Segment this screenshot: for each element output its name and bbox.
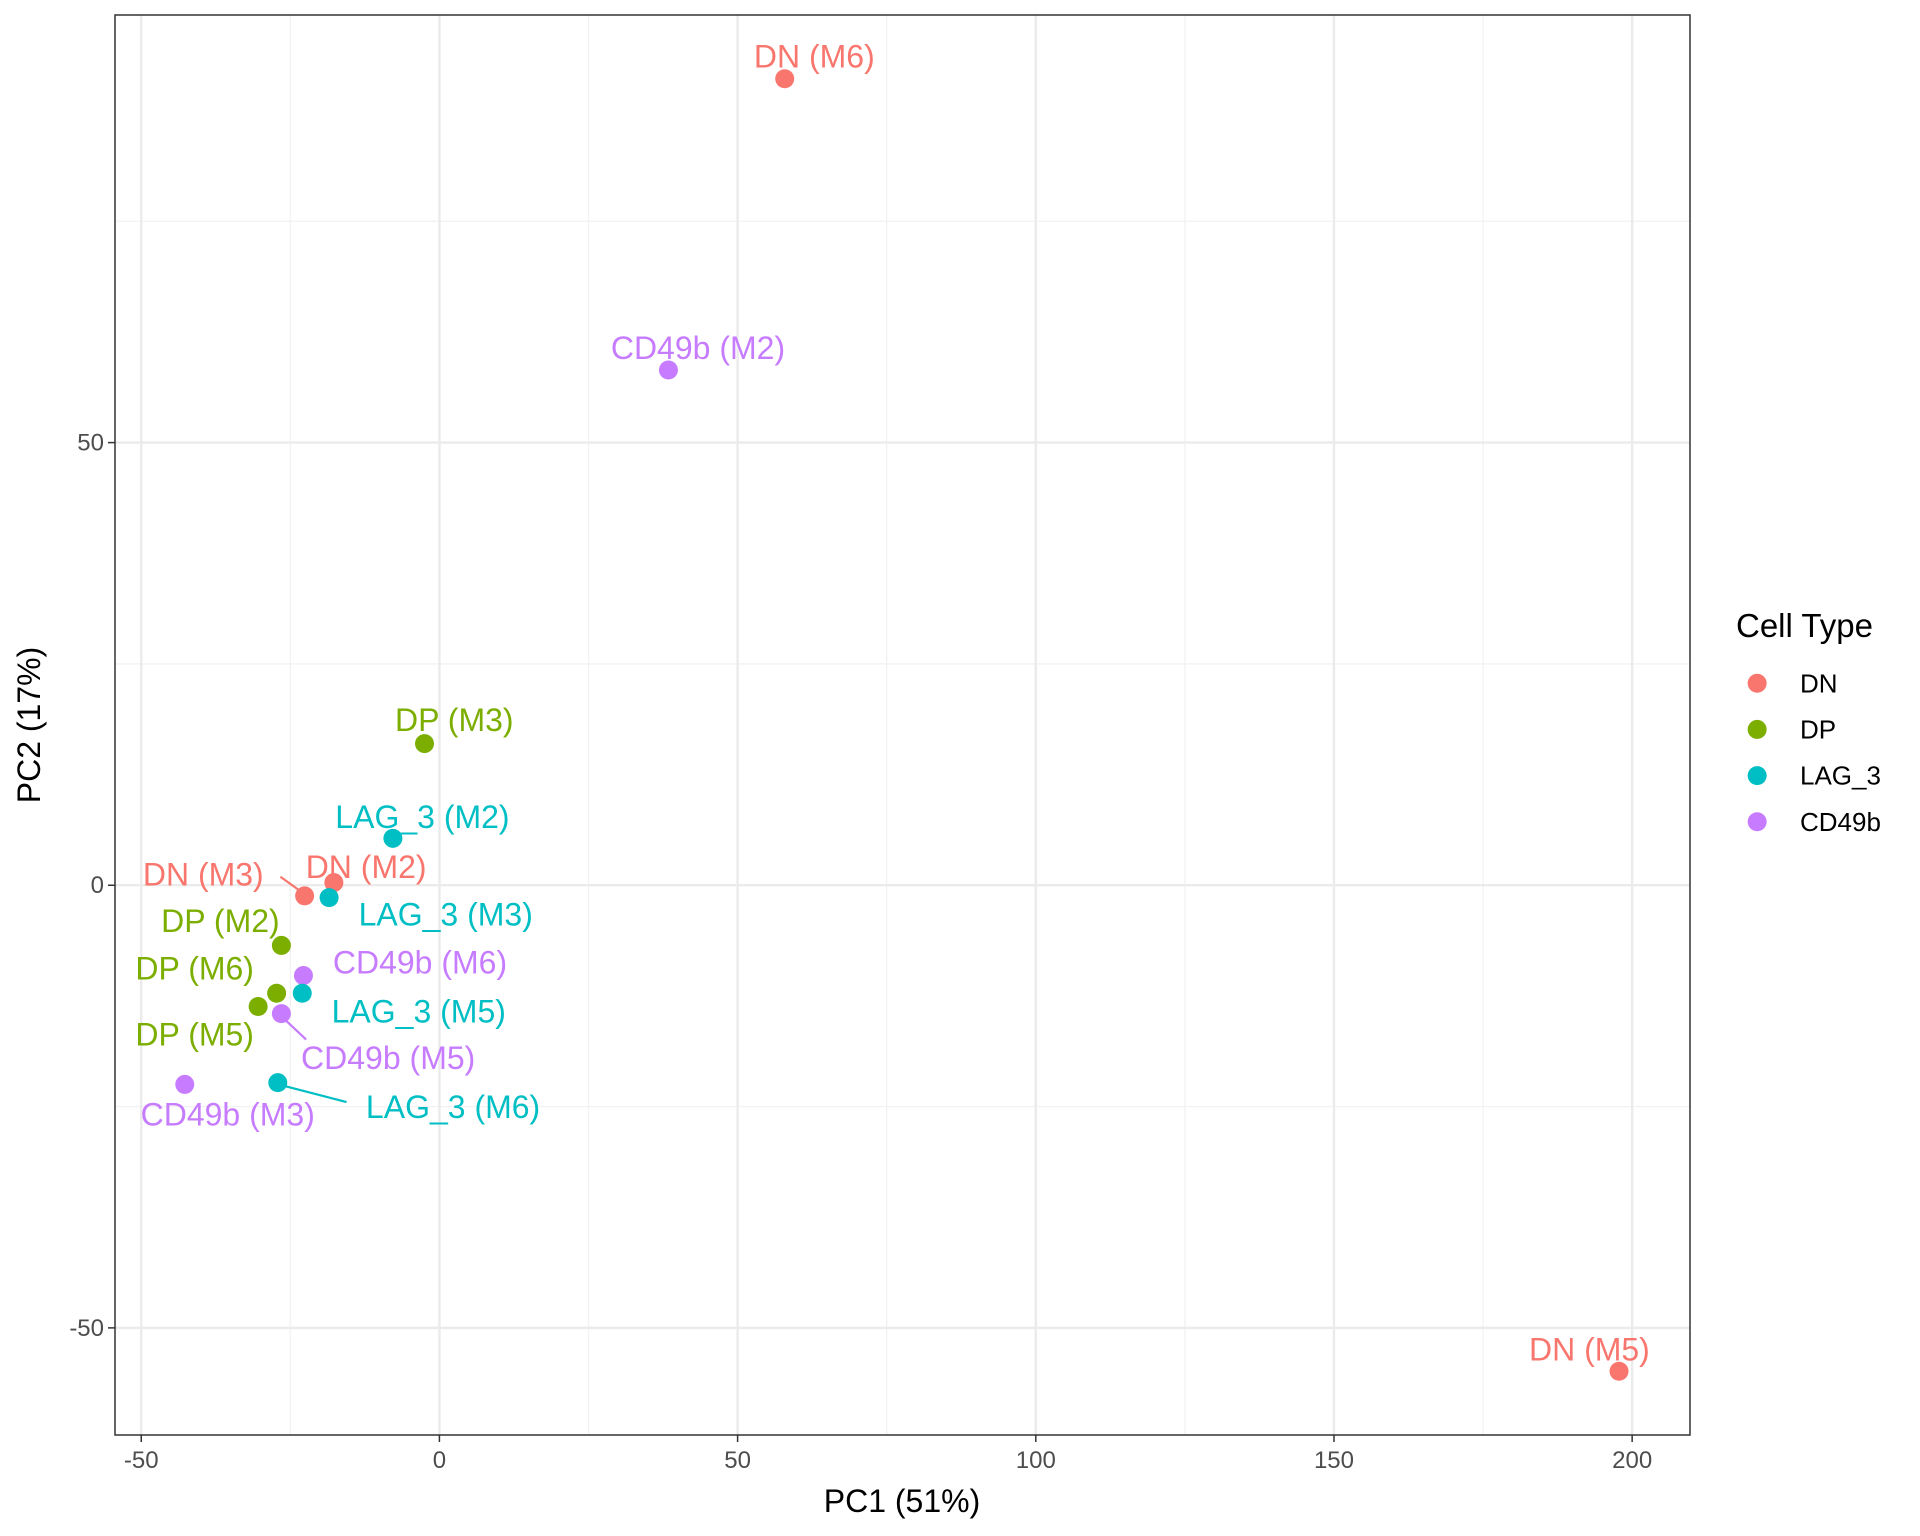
label-leader-line [280, 1083, 347, 1104]
data-point [248, 997, 268, 1017]
data-point [268, 1073, 288, 1093]
point-label: LAG_3 (M3) [359, 897, 533, 933]
point-label: DN (M2) [306, 849, 427, 885]
data-points: DN (M6) CD49b (M2) DP (M3) LAG_3 (M2) DN (M2… [135, 38, 1650, 1381]
legend-title: Cell Type [1736, 607, 1873, 644]
x-tick-label: 0 [433, 1447, 446, 1474]
data-point [293, 966, 313, 986]
point-label: DP (M3) [395, 702, 514, 738]
point-label: DN (M6) [754, 38, 875, 74]
data-point [271, 935, 291, 955]
legend-label: CD49b [1800, 807, 1881, 837]
point-label: LAG_3 (M5) [332, 993, 506, 1029]
y-axis-title: PC2 (17%) [11, 647, 47, 804]
data-point [319, 888, 339, 908]
data-point [383, 828, 403, 848]
axes: -50 0 50 100 150 200 -50 0 50 [69, 430, 1652, 1474]
data-point [658, 360, 678, 380]
legend-label: LAG_3 [1800, 761, 1881, 791]
data-point [175, 1074, 195, 1094]
point-label: CD49b (M3) [141, 1096, 315, 1132]
point-label: DP (M6) [135, 951, 254, 987]
data-point [267, 983, 287, 1003]
legend-key-dn [1747, 673, 1767, 693]
grid [115, 15, 1690, 1435]
legend-label: DN [1800, 668, 1838, 698]
x-tick-label: 200 [1612, 1447, 1652, 1474]
data-point [415, 734, 435, 754]
point-label: LAG_3 (M2) [335, 799, 509, 835]
data-point [271, 1004, 291, 1024]
point-label: CD49b (M2) [611, 330, 785, 366]
point-label: DN (M3) [143, 856, 264, 892]
point-label: LAG_3 (M6) [366, 1089, 540, 1125]
point-label: DN (M5) [1529, 1331, 1650, 1367]
x-tick-label: 100 [1016, 1447, 1056, 1474]
y-tick-label: 50 [77, 430, 104, 457]
legend-key-cd49b [1747, 812, 1767, 832]
label-leader-line [283, 1017, 307, 1041]
legend-key-dp [1747, 719, 1767, 739]
x-tick-label: -50 [124, 1447, 159, 1474]
legend: Cell Type DN DP LAG_3 CD49b [1736, 607, 1881, 837]
data-point [324, 873, 344, 893]
point-label: CD49b (M5) [301, 1040, 475, 1076]
data-point [775, 69, 795, 89]
y-tick-label: 0 [91, 872, 104, 899]
point-label: DP (M5) [135, 1017, 254, 1053]
x-tick-label: 150 [1314, 1447, 1354, 1474]
legend-label: DP [1800, 714, 1836, 744]
point-label: CD49b (M6) [333, 944, 507, 980]
legend-key-lag_3 [1747, 766, 1767, 786]
x-axis-title: PC1 (51%) [824, 1483, 981, 1519]
data-point [295, 886, 315, 906]
data-point [292, 983, 312, 1003]
point-label: DP (M2) [161, 903, 280, 939]
plot-panel-border [114, 14, 1691, 1436]
y-tick-label: -50 [69, 1315, 104, 1342]
x-tick-label: 50 [724, 1447, 751, 1474]
data-point [1609, 1361, 1629, 1381]
